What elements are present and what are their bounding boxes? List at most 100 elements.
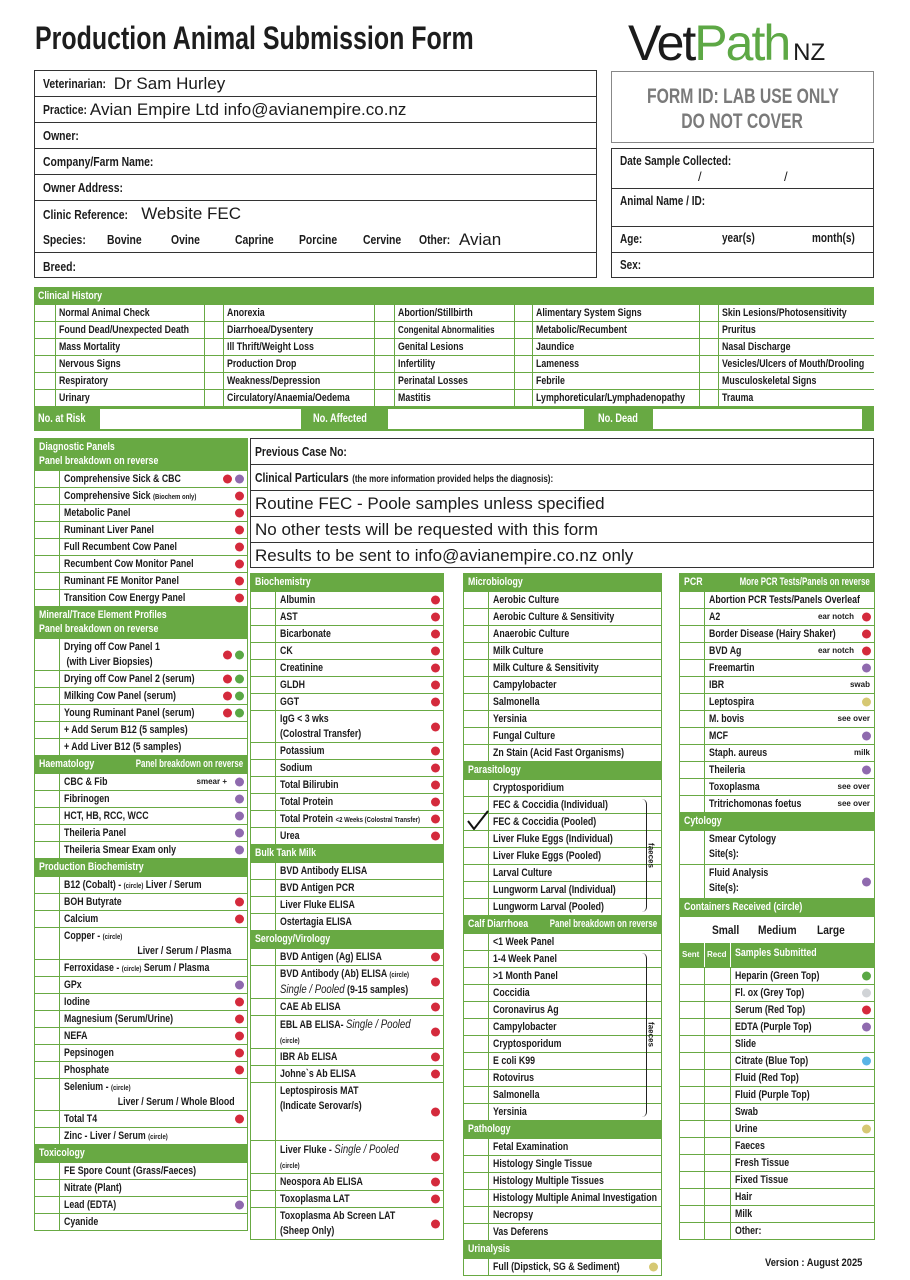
checkbox[interactable]	[680, 1053, 705, 1069]
checkbox[interactable]	[251, 694, 276, 710]
checkbox[interactable]	[464, 899, 489, 915]
checkbox[interactable]	[35, 356, 55, 372]
species-caprine[interactable]: Caprine	[235, 232, 274, 247]
checkbox[interactable]	[35, 322, 55, 338]
checkbox[interactable]	[375, 356, 394, 372]
checkbox[interactable]	[464, 728, 489, 744]
checkbox[interactable]	[680, 694, 705, 710]
checkbox[interactable]	[35, 639, 60, 670]
checkbox[interactable]	[680, 592, 705, 608]
checkbox[interactable]	[35, 842, 60, 858]
species-cervine[interactable]: Cervine	[363, 232, 402, 247]
checkbox[interactable]	[35, 1128, 60, 1144]
checkbox[interactable]	[680, 677, 705, 693]
checkbox[interactable]	[464, 1002, 489, 1018]
checkbox[interactable]	[35, 539, 60, 555]
checkbox[interactable]	[515, 305, 532, 321]
checkbox-received[interactable]	[705, 1019, 731, 1035]
checkbox[interactable]	[205, 305, 223, 321]
checkbox[interactable]	[515, 373, 532, 389]
checkbox[interactable]	[464, 1070, 489, 1086]
checkbox[interactable]	[680, 796, 705, 812]
checkbox[interactable]	[251, 880, 276, 896]
checkbox[interactable]	[251, 777, 276, 793]
checkbox[interactable]	[251, 592, 276, 608]
checkbox[interactable]	[251, 711, 276, 742]
checkbox[interactable]	[700, 373, 718, 389]
checkbox[interactable]	[35, 911, 60, 927]
checkbox[interactable]	[251, 828, 276, 844]
checkbox[interactable]	[35, 488, 60, 504]
checkbox-received[interactable]	[705, 1172, 731, 1188]
checkbox[interactable]	[251, 743, 276, 759]
checkbox[interactable]	[680, 626, 705, 642]
checkbox[interactable]	[464, 1156, 489, 1172]
checkbox[interactable]	[35, 705, 60, 721]
checkbox-received[interactable]	[705, 1155, 731, 1171]
checkbox[interactable]	[251, 760, 276, 776]
species-porcine[interactable]: Porcine	[299, 232, 338, 247]
checkbox[interactable]	[680, 865, 705, 898]
checkbox[interactable]	[251, 914, 276, 930]
checkbox[interactable]	[251, 1016, 276, 1048]
container-size-small[interactable]: Small	[712, 923, 740, 937]
checkbox[interactable]	[35, 1028, 60, 1044]
container-size-large[interactable]: Large	[817, 923, 846, 937]
checkbox[interactable]	[515, 356, 532, 372]
checkbox[interactable]	[35, 590, 60, 606]
checkbox[interactable]	[35, 522, 60, 538]
practice-field[interactable]: Practice: Avian Empire Ltd info@avianempi…	[35, 97, 596, 123]
checkbox[interactable]	[205, 373, 223, 389]
clinic-reference-field[interactable]: Clinic Reference: Website FEC	[35, 201, 596, 227]
checkbox[interactable]	[35, 471, 60, 487]
checkbox[interactable]	[464, 1087, 489, 1103]
checkbox[interactable]	[35, 671, 60, 687]
checkbox[interactable]	[680, 1036, 705, 1052]
checkbox-received[interactable]	[705, 968, 731, 984]
checkbox[interactable]	[375, 339, 394, 355]
checkbox[interactable]	[205, 390, 223, 406]
checkbox[interactable]	[35, 505, 60, 521]
checkbox[interactable]	[35, 373, 55, 389]
species-ovine[interactable]: Ovine	[171, 232, 200, 247]
checkbox[interactable]	[680, 609, 705, 625]
company-farm-name-field[interactable]: Company/Farm Name:	[35, 149, 596, 175]
checkbox-received[interactable]	[705, 1070, 731, 1086]
checkbox[interactable]	[251, 677, 276, 693]
checkbox[interactable]	[464, 1173, 489, 1189]
checkbox[interactable]	[35, 977, 60, 993]
checkbox[interactable]	[700, 322, 718, 338]
checkbox[interactable]	[464, 831, 489, 847]
checkbox[interactable]	[375, 373, 394, 389]
checkbox[interactable]	[680, 1104, 705, 1120]
checkbox[interactable]	[35, 928, 60, 959]
checkbox[interactable]	[680, 1087, 705, 1103]
checkbox[interactable]	[680, 831, 705, 864]
checkbox[interactable]	[464, 865, 489, 881]
date-collected-field[interactable]: Date Sample Collected: / /	[612, 149, 873, 189]
checkbox-received[interactable]	[705, 1053, 731, 1069]
particulars-line[interactable]: Results to be sent to info@avianempire.c…	[251, 543, 873, 569]
checkbox[interactable]	[35, 960, 60, 976]
species-other-value[interactable]: Avian	[459, 229, 502, 249]
checkbox[interactable]	[464, 797, 489, 813]
checkbox[interactable]	[35, 1197, 60, 1213]
checkbox[interactable]	[464, 1019, 489, 1035]
species-bovine[interactable]: Bovine	[107, 232, 142, 247]
checkbox[interactable]	[464, 677, 489, 693]
checkbox[interactable]	[464, 810, 489, 831]
checkbox[interactable]	[515, 390, 532, 406]
checkbox[interactable]	[464, 609, 489, 625]
checkbox[interactable]	[464, 711, 489, 727]
checkbox[interactable]	[251, 609, 276, 625]
checkbox[interactable]	[464, 1139, 489, 1155]
checkbox-received[interactable]	[705, 1189, 731, 1205]
checkbox-received[interactable]	[705, 1223, 731, 1239]
checkbox[interactable]	[700, 305, 718, 321]
checkbox[interactable]	[35, 1062, 60, 1078]
checkbox[interactable]	[251, 1208, 276, 1239]
checkbox[interactable]	[464, 660, 489, 676]
checkbox[interactable]	[205, 339, 223, 355]
checkbox[interactable]	[464, 1036, 489, 1052]
checkbox[interactable]	[680, 1002, 705, 1018]
